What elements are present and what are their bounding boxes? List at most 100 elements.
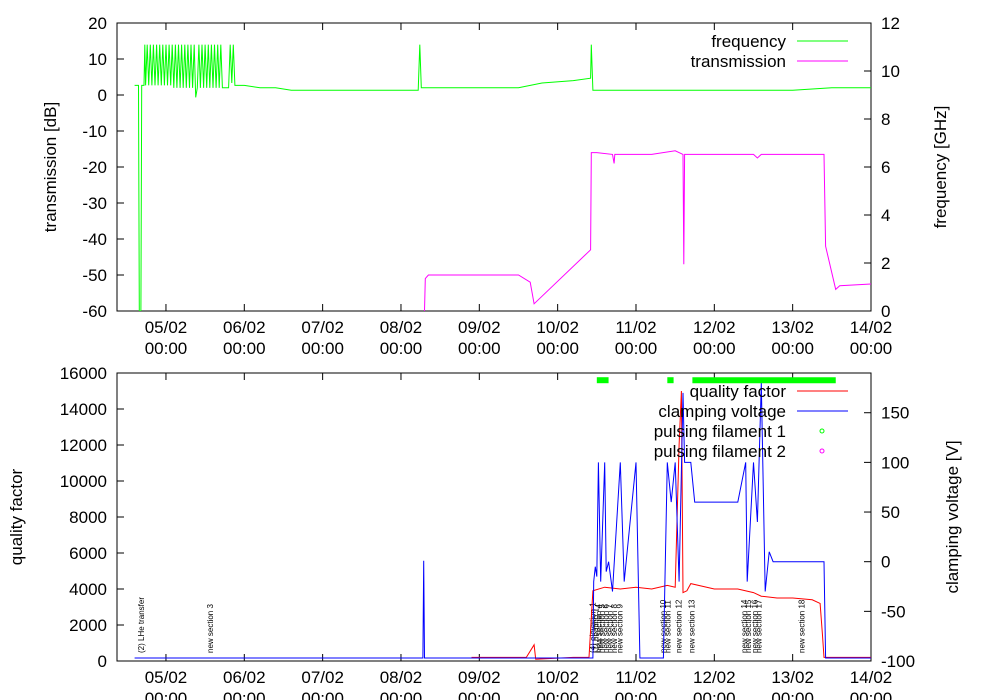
- y2-tick-label: -50: [881, 602, 906, 621]
- y-tick-label: -10: [82, 122, 107, 141]
- top-panel: -60 -50 -40 -30 -20 -10 0 10 20 0 2 4 6 8 10 12 05/02 00:…: [41, 14, 950, 358]
- x-tick-date: 05/02: [145, 318, 188, 337]
- plot-area: [134, 44, 871, 311]
- x-tick-time: 00:00: [223, 689, 266, 700]
- y2-tick-label: 4: [881, 206, 890, 225]
- y-tick-label: 20: [88, 14, 107, 33]
- y-tick-label: 10: [88, 50, 107, 69]
- legend-label: clamping voltage: [658, 402, 786, 421]
- x-tick-time: 00:00: [693, 689, 736, 700]
- bottom-panel: 0 2000 4000 6000 8000 10000 12000 14000 16000 -10…: [7, 364, 962, 700]
- x-tick-time: 00:00: [458, 339, 501, 358]
- event-annotation: (2) LHe transfer: [137, 597, 146, 653]
- x-tick-date: 11/02: [615, 668, 656, 687]
- event-annotation: new section 6: [602, 604, 611, 653]
- legend-label: frequency: [711, 32, 786, 51]
- y-tick-label: -50: [82, 266, 107, 285]
- x-tick-time: 00:00: [301, 689, 344, 700]
- event-annotation: new section 5: [598, 604, 607, 653]
- y2-tick-label: 150: [881, 404, 909, 423]
- legend-label: quality factor: [690, 382, 787, 401]
- series-line-transmission: [424, 150, 871, 311]
- event-annotation: (1) heating 1: [591, 608, 600, 653]
- y-tick-label: 4000: [69, 580, 107, 599]
- x-tick-date: 07/02: [301, 318, 344, 337]
- series-line-quality-factor: [471, 390, 871, 660]
- y-tick-label: 6000: [69, 544, 107, 563]
- y-tick-label: -60: [82, 302, 107, 321]
- x-tick-date: 06/02: [223, 668, 266, 687]
- y2-tick-label: 6: [881, 158, 890, 177]
- y2-tick-label: 10: [881, 62, 900, 81]
- y2-axis-label: frequency [GHz]: [931, 106, 950, 229]
- y-tick-label: 0: [98, 86, 107, 105]
- x-tick-time: 00:00: [536, 689, 579, 700]
- event-annotation: new section 16: [750, 599, 759, 653]
- legend-point: [819, 448, 825, 454]
- x-tick-date: 09/02: [458, 318, 501, 337]
- legend-label: pulsing filament 2: [654, 442, 786, 461]
- x-tick-time: 00:00: [615, 689, 658, 700]
- event-annotation: new section 14: [740, 599, 749, 653]
- x-tick-time: 00:00: [771, 689, 814, 700]
- legend-point: [819, 428, 825, 434]
- y2-tick-label: 8: [881, 110, 890, 129]
- series-line-frequency: [134, 44, 871, 311]
- y2-tick-label: 0: [881, 302, 890, 321]
- event-annotation: new section 17: [754, 599, 763, 653]
- y2-tick-label: 50: [881, 503, 900, 522]
- x-tick-date: 07/02: [301, 668, 344, 687]
- event-annotation: new section 10: [659, 599, 668, 653]
- y-axis-label: quality factor: [7, 468, 26, 565]
- x-tick-date: 06/02: [223, 318, 266, 337]
- y-tick-label: -40: [82, 230, 107, 249]
- y-tick-label: 16000: [60, 364, 107, 383]
- x-tick-date: 09/02: [458, 668, 501, 687]
- x-tick-time: 00:00: [771, 339, 814, 358]
- y2-tick-label: 100: [881, 453, 909, 472]
- legend-label: pulsing filament 1: [654, 422, 786, 441]
- y-tick-label: 8000: [69, 508, 107, 527]
- event-annotation: new section 12: [674, 599, 683, 653]
- x-tick-date: 10/02: [536, 668, 579, 687]
- x-tick-date: 14/02: [850, 668, 893, 687]
- x-tick-time: 00:00: [145, 689, 188, 700]
- x-tick-time: 00:00: [536, 339, 579, 358]
- x-tick-time: 00:00: [301, 339, 344, 358]
- y-tick-label: 10000: [60, 472, 107, 491]
- x-tick-time: 00:00: [145, 339, 188, 358]
- x-tick-time: 00:00: [458, 689, 501, 700]
- x-tick-date: 08/02: [380, 318, 423, 337]
- event-annotation: new section 8: [610, 604, 619, 653]
- x-tick-date: 11/02: [615, 318, 656, 337]
- x-tick-time: 00:00: [615, 339, 658, 358]
- y2-tick-label: 12: [881, 14, 900, 33]
- x-tick-date: 13/02: [771, 318, 814, 337]
- event-annotation: new section 13: [688, 599, 697, 653]
- legend-label: transmission: [691, 52, 786, 71]
- y-tick-label: 0: [98, 652, 107, 671]
- y-tick-label: -20: [82, 158, 107, 177]
- event-annotation: new section 4: [595, 604, 604, 653]
- y-tick-label: -30: [82, 194, 107, 213]
- y2-tick-label: 2: [881, 254, 890, 273]
- x-tick-time: 00:00: [380, 689, 423, 700]
- event-annotation: new section 15: [744, 599, 753, 653]
- x-tick-date: 05/02: [145, 668, 188, 687]
- x-tick-time: 00:00: [693, 339, 736, 358]
- y2-tick-label: -100: [881, 652, 915, 671]
- x-tick-date: 14/02: [850, 318, 893, 337]
- y2-tick-label: 0: [881, 553, 890, 572]
- y-tick-label: 2000: [69, 616, 107, 635]
- y2-axis-label: clamping voltage [V]: [943, 440, 962, 593]
- event-annotation: new section 9: [616, 604, 625, 653]
- y-tick-label: 12000: [60, 436, 107, 455]
- y-tick-label: 14000: [60, 400, 107, 419]
- x-tick-time: 00:00: [850, 339, 893, 358]
- x-tick-date: 12/02: [693, 668, 736, 687]
- x-tick-time: 00:00: [850, 689, 893, 700]
- series-line-clamping-voltage: [134, 382, 871, 659]
- x-tick-date: 13/02: [771, 668, 814, 687]
- plot-area: (2) LHe transfer new section 3 (4) elevati…: [134, 377, 871, 660]
